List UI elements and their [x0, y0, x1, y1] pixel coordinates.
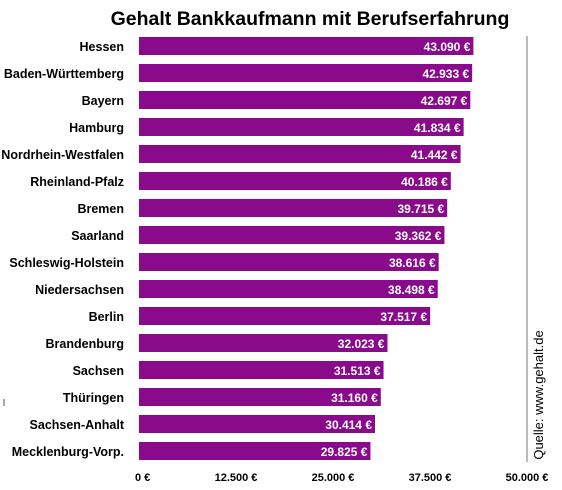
- category-label: Bremen: [77, 202, 124, 216]
- x-tick-label: 50.000 €: [506, 472, 549, 484]
- x-tick-label: 12.500 €: [215, 472, 258, 484]
- bar: [139, 361, 384, 379]
- category-label: Hamburg: [69, 121, 124, 135]
- bar: [139, 442, 371, 460]
- value-label: 41.834 €: [414, 121, 461, 135]
- category-label: Brandenburg: [46, 337, 124, 351]
- category-label: Sachsen: [73, 364, 124, 378]
- value-label: 43.090 €: [424, 40, 471, 54]
- value-label: 41.442 €: [411, 148, 458, 162]
- x-axis-ticks: 0 € 12.500 € 25.000 € 37.500 € 50.000 €: [135, 472, 548, 484]
- bar: [139, 307, 431, 325]
- bar: [139, 253, 439, 271]
- value-label: 42.933 €: [422, 67, 469, 81]
- bar: [139, 91, 471, 109]
- bar: [139, 145, 461, 163]
- bar: [139, 334, 388, 352]
- value-label: 31.513 €: [334, 364, 381, 378]
- value-label: 38.616 €: [389, 256, 436, 270]
- category-label: Saarland: [71, 229, 124, 243]
- bar: [139, 199, 448, 217]
- value-label: 29.825 €: [321, 445, 368, 459]
- bar: [139, 415, 376, 433]
- bar: [139, 280, 438, 298]
- chart-title: Gehalt Bankkaufmann mit Berufserfahrung: [111, 8, 510, 30]
- bar: [139, 388, 381, 406]
- bars-group: [139, 37, 474, 460]
- bar: [139, 37, 474, 55]
- bar: [139, 64, 473, 82]
- category-label: Niedersachsen: [35, 283, 124, 297]
- category-label: Berlin: [89, 310, 124, 324]
- value-labels: 43.090 € 42.933 € 42.697 € 41.834 € 41.442 €…: [321, 40, 471, 459]
- value-label: 37.517 €: [380, 310, 427, 324]
- value-label: 32.023 €: [338, 337, 385, 351]
- value-label: 38.498 €: [388, 283, 435, 297]
- bar: [139, 226, 445, 244]
- value-label: 31.160 €: [331, 391, 378, 405]
- value-label: 40.186 €: [401, 175, 448, 189]
- category-label: Rheinland-Pfalz: [30, 175, 124, 189]
- category-label: Hessen: [80, 40, 124, 54]
- bar: [139, 118, 464, 136]
- source-label: Quelle: www.gehalt.de: [531, 330, 546, 459]
- value-label: 39.362 €: [395, 229, 442, 243]
- category-labels: Hessen Baden-Württemberg Bayern Hamburg Nord…: [1, 40, 125, 459]
- category-label: Thüringen: [63, 391, 124, 405]
- category-label: Baden-Württemberg: [4, 67, 124, 81]
- category-label: Sachsen-Anhalt: [30, 418, 125, 432]
- x-tick-label: 37.500 €: [409, 472, 452, 484]
- value-label: 30.414 €: [325, 418, 372, 432]
- category-label: Nordrhein-Westfalen: [1, 148, 124, 162]
- bar: [139, 172, 451, 190]
- value-label: 39.715 €: [397, 202, 444, 216]
- x-tick-label: 0 €: [135, 472, 150, 484]
- category-label: Mecklenburg-Vorp.: [12, 445, 124, 459]
- category-label: Schleswig-Holstein: [9, 256, 124, 270]
- category-label: Bayern: [82, 94, 124, 108]
- value-label: 42.697 €: [421, 94, 468, 108]
- x-tick-label: 25.000 €: [312, 472, 355, 484]
